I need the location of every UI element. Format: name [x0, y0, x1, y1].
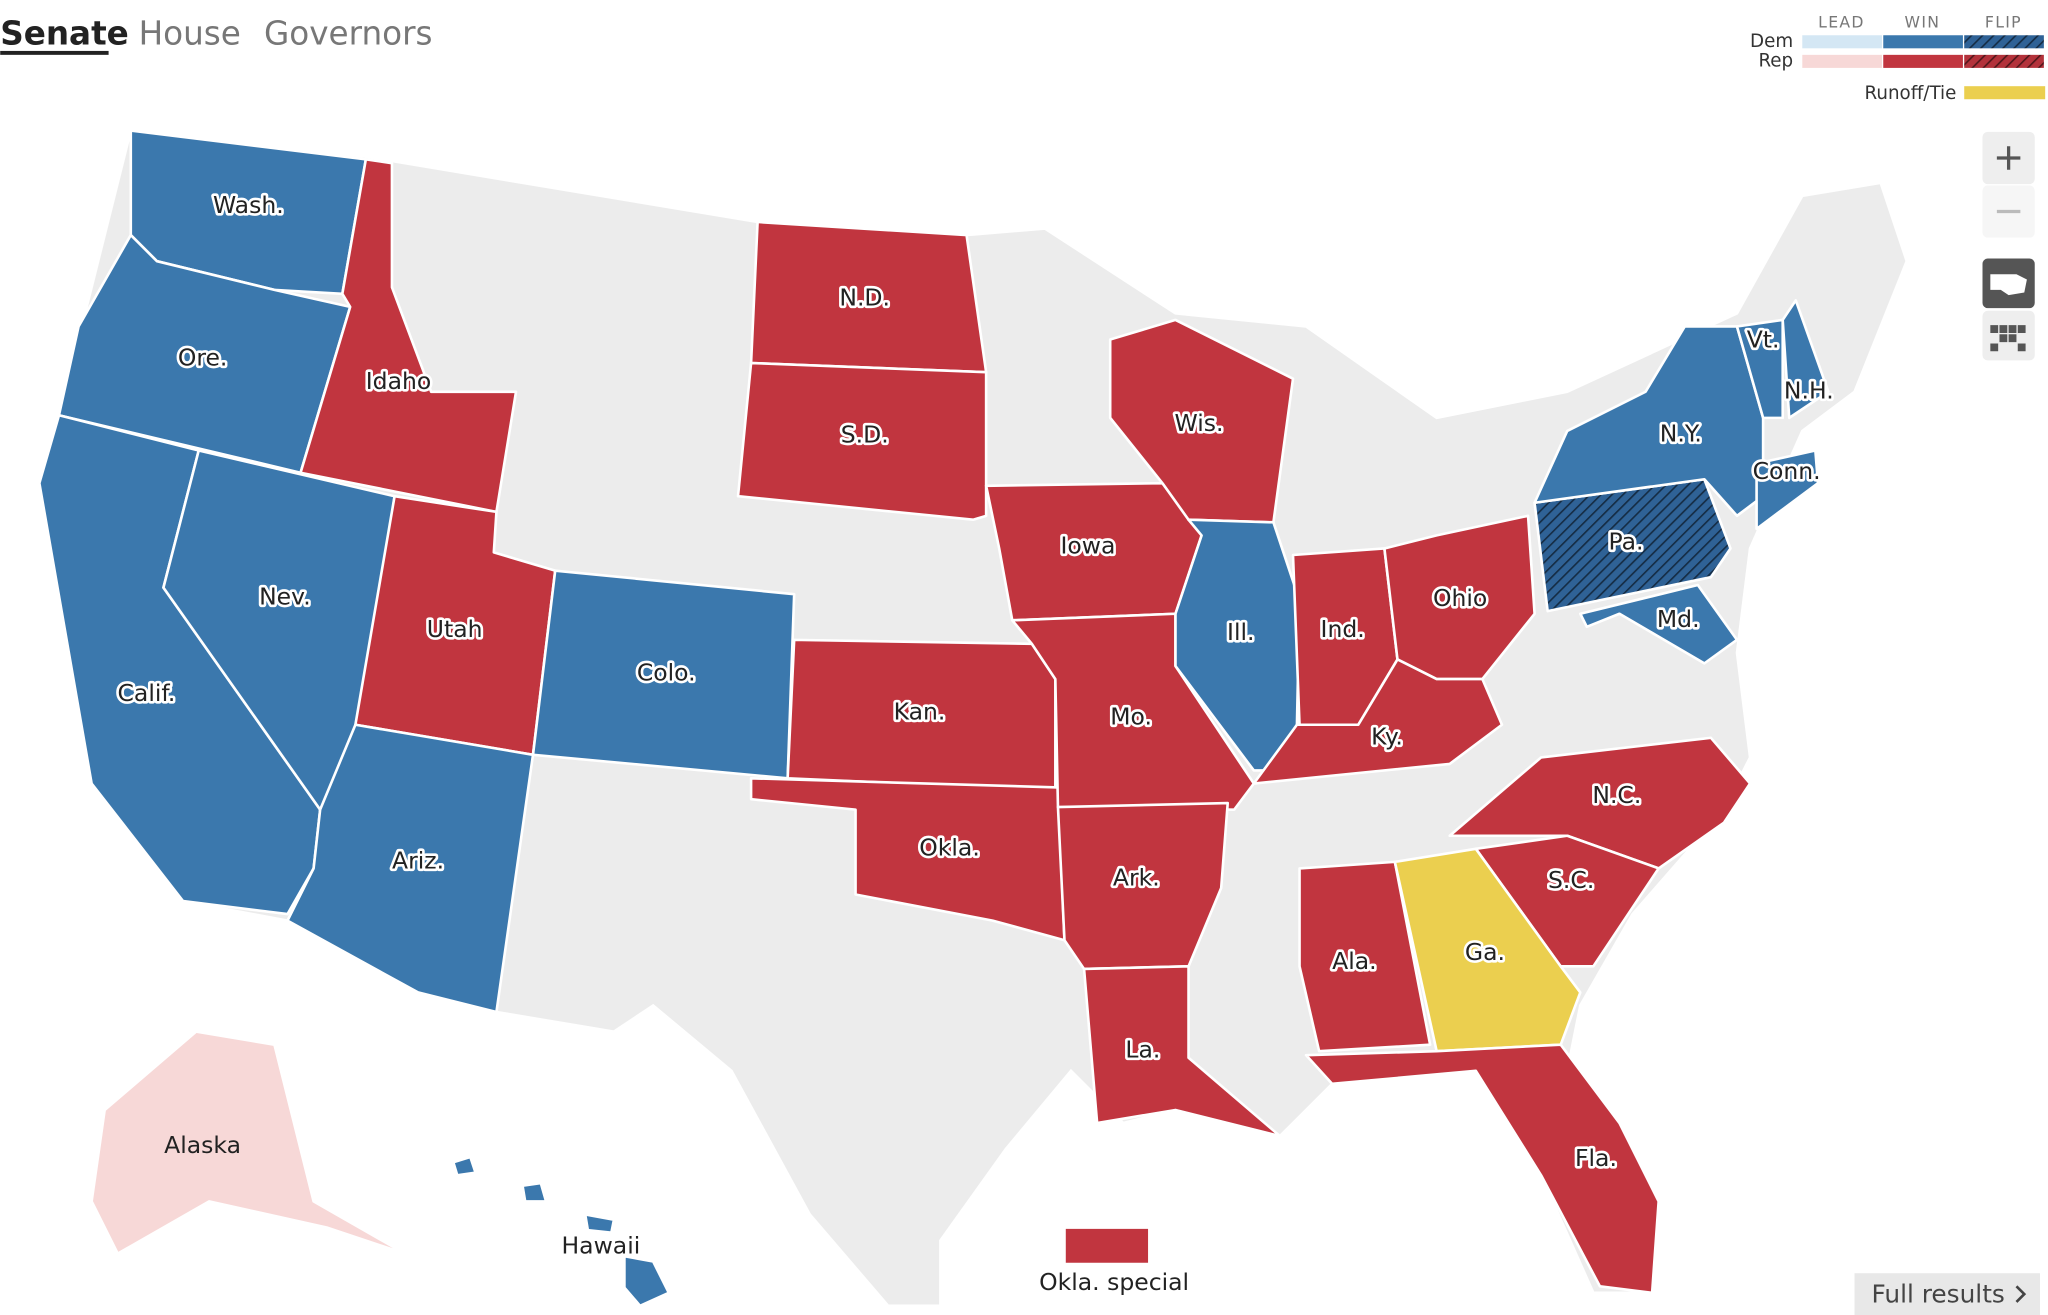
state-label: Ill.	[1227, 618, 1254, 646]
state-label: N.H.	[1784, 376, 1834, 404]
state-shape[interactable]	[1252, 658, 1504, 785]
state-shape[interactable]	[452, 1155, 477, 1177]
state-shape[interactable]	[1735, 318, 1785, 420]
state-label: Kan.	[894, 697, 946, 725]
state-shape[interactable]	[1578, 583, 1739, 665]
state-label: Pa.	[1609, 528, 1644, 556]
state-shape[interactable]	[1781, 299, 1830, 420]
grid-view-button[interactable]	[1982, 310, 2035, 361]
state-label: Nev.	[259, 583, 311, 611]
tab[interactable]: Senate	[0, 14, 129, 52]
state-shape[interactable]	[1082, 965, 1282, 1138]
legend-swatch	[1883, 35, 1963, 49]
legend-swatch	[1964, 86, 2046, 100]
state-label: Ky.	[1371, 722, 1403, 750]
active-tab-underline	[0, 50, 109, 55]
legend-column-header: LEAD	[1818, 12, 1865, 31]
zoom-in-button[interactable]	[1982, 131, 2035, 185]
legend-swatch	[1883, 54, 1963, 68]
legend-column-header: FLIP	[1985, 12, 2022, 31]
state-label: Colo.	[637, 658, 696, 686]
state-label: S.D.	[841, 421, 889, 449]
state-shape[interactable]	[1533, 325, 1765, 518]
state-label: N.D.	[839, 284, 890, 312]
state-label: Utah	[427, 615, 483, 643]
state-label: La.	[1125, 1036, 1160, 1064]
state-shape[interactable]	[521, 1181, 548, 1203]
state-shape[interactable]	[1063, 1226, 1151, 1266]
legend-row-label: Dem	[1750, 31, 1793, 52]
state-label: Hawaii	[562, 1232, 641, 1260]
state-shape[interactable]	[736, 361, 988, 522]
state-label: Ariz.	[392, 846, 444, 874]
state-label: Conn.	[1753, 457, 1821, 485]
state-shape[interactable]	[1304, 1043, 1660, 1295]
state-label: Alaska	[164, 1131, 241, 1159]
state-shape[interactable]	[1298, 860, 1432, 1053]
legend-swatch	[1964, 35, 2044, 49]
state-shape[interactable]	[286, 723, 535, 1014]
state-shape[interactable]	[90, 1030, 407, 1255]
legend-swatch	[1964, 54, 2044, 68]
state-label: Okla.	[919, 833, 980, 861]
zoom-controls	[1982, 131, 2035, 361]
legend-swatch	[1802, 54, 1882, 68]
state-shape[interactable]	[299, 158, 518, 514]
state-label: Ohio	[1433, 584, 1487, 612]
state-label: Ark.	[1113, 863, 1160, 891]
states-layer	[38, 129, 1830, 1308]
state-label: Ore.	[178, 344, 228, 372]
state-label: Mo.	[1110, 703, 1152, 731]
tabs: Senate House Governors	[0, 14, 433, 55]
tab[interactable]: Governors	[264, 14, 433, 52]
legend-swatch	[1802, 35, 1882, 49]
state-label: Wash.	[213, 191, 284, 219]
legend-row-label: Rep	[1758, 51, 1793, 72]
state-label: Ala.	[1332, 947, 1376, 975]
state-shape[interactable]	[583, 1213, 616, 1235]
state-label: Okla. special	[1039, 1268, 1189, 1296]
state-label: Wis.	[1175, 409, 1224, 437]
state-label: Idaho	[366, 367, 432, 395]
state-label: Calif.	[118, 679, 176, 707]
state-label: N.C.	[1592, 781, 1641, 809]
map-view-button[interactable]	[1982, 258, 2035, 309]
full-results-text: Full results	[1872, 1279, 2005, 1308]
state-shape[interactable]	[1755, 449, 1820, 531]
legend-column-header: WIN	[1905, 12, 1941, 31]
state-label: Vt.	[1747, 325, 1780, 353]
full-results-button[interactable]: Full results	[1854, 1273, 2040, 1315]
state-label: N.Y.	[1660, 419, 1702, 447]
state-label: Md.	[1657, 605, 1700, 633]
state-label: Ind.	[1321, 615, 1365, 643]
state-label: Ga.	[1465, 938, 1505, 966]
zoom-out-button[interactable]	[1982, 185, 2035, 238]
state-label: Iowa	[1061, 532, 1116, 560]
tab[interactable]: House	[139, 14, 241, 52]
state-label: S.C.	[1548, 866, 1594, 894]
legend-runoff-label: Runoff/Tie	[1865, 83, 1957, 104]
labels-layer: Wash. Ore. Calif. Nev. Idaho Utah Colo. Ariz. N.…	[115, 188, 1836, 1296]
state-label: Fla.	[1575, 1144, 1617, 1172]
state-shape[interactable]	[623, 1254, 671, 1308]
state-shape[interactable]	[1174, 518, 1301, 772]
